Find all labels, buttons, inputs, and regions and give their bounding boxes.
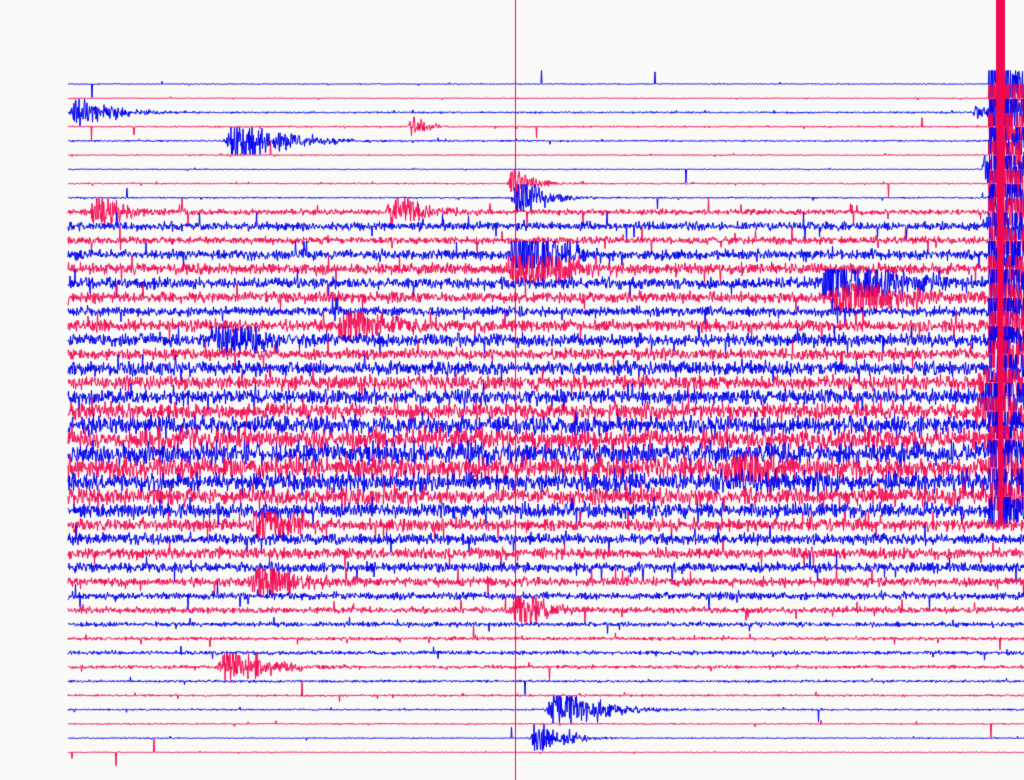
seismogram-traces: [0, 0, 1024, 780]
helicorder-page: HP Lithakia, Zakinthos Applied filter: W…: [0, 0, 1024, 780]
